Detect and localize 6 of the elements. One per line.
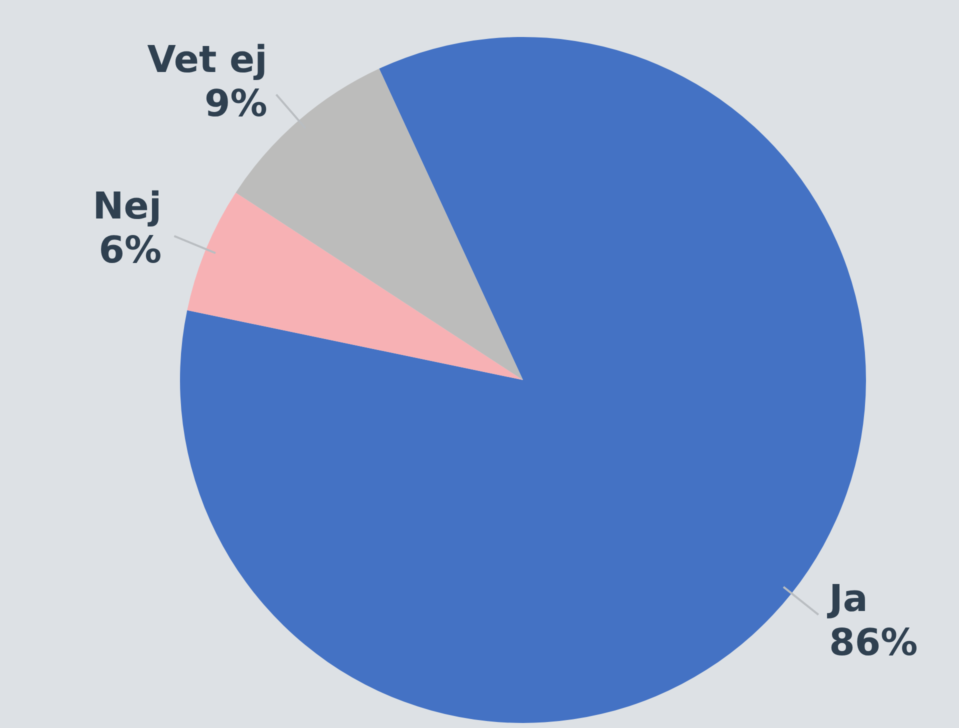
slice-label: Nej <box>92 184 162 228</box>
slice-label: Ja <box>826 576 868 620</box>
slice-label: Vet ej <box>147 38 268 81</box>
data-label: 9% <box>204 82 268 125</box>
data-label: 86% <box>829 620 918 664</box>
data-label: 6% <box>98 228 162 272</box>
